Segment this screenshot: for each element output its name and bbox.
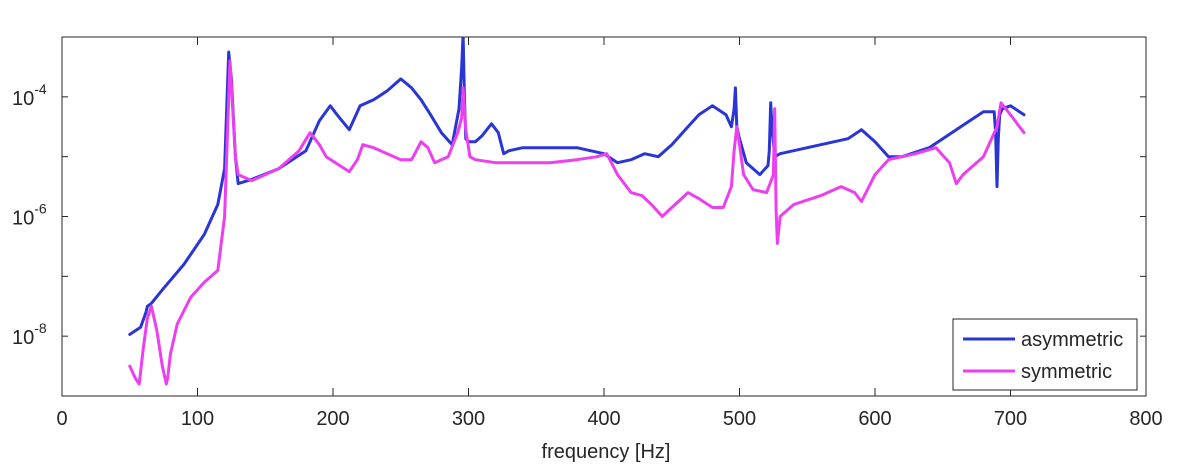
x-tick-label: 0 [56, 408, 67, 430]
x-tick-label: 400 [587, 408, 620, 430]
legend-label: asymmetric [1021, 329, 1123, 351]
x-tick-label: 200 [316, 408, 349, 430]
x-tick-label: 100 [181, 408, 214, 430]
y-tick-label: 10-6 [12, 201, 47, 230]
x-tick-label: 300 [452, 408, 485, 430]
x-tick-label: 600 [858, 408, 891, 430]
y-axis: 10-4 10-6 10-8 [12, 36, 1146, 397]
legend-box [952, 318, 1138, 391]
series-layer [128, 37, 1026, 386]
x-tick-label: 500 [723, 408, 756, 430]
series-line-symmetric [128, 59, 1026, 386]
x-axis: 0 100 200 300 400 500 600 700 800 [56, 37, 1163, 430]
y-tick-label: 10-4 [12, 81, 47, 110]
legend: asymmetric symmetric [952, 318, 1138, 391]
x-axis-label: frequency [Hz] [542, 441, 671, 463]
y-tick-label: 10-8 [12, 320, 47, 349]
legend-label: symmetric [1021, 361, 1112, 383]
x-tick-label: 800 [1129, 408, 1162, 430]
x-tick-label: 700 [994, 408, 1027, 430]
